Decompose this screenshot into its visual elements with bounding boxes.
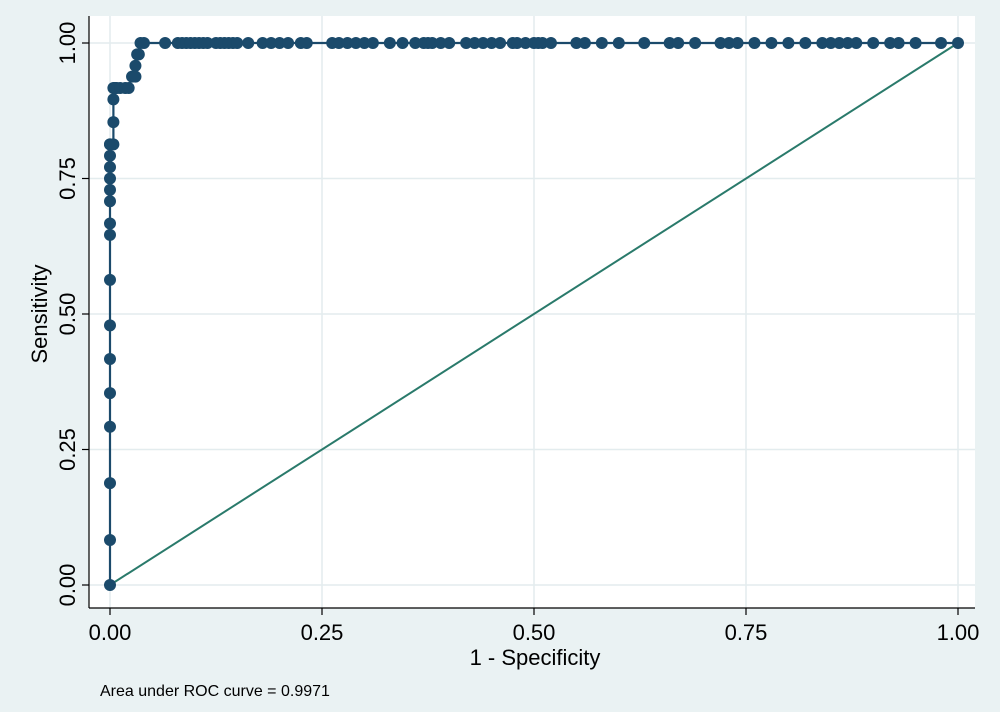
roc-point	[129, 59, 142, 72]
roc-point	[104, 172, 116, 185]
plot-area	[89, 16, 975, 608]
roc-point	[132, 48, 145, 61]
y-tick-label: 1.00	[55, 22, 80, 65]
roc-point	[107, 116, 120, 129]
roc-point	[396, 37, 409, 49]
roc-point	[242, 37, 255, 49]
roc-point	[714, 37, 727, 49]
roc-point	[300, 37, 313, 49]
x-axis-title: 1 - Specificity	[470, 645, 601, 670]
roc-point	[935, 37, 948, 49]
roc-point	[477, 37, 490, 49]
roc-point	[884, 37, 897, 49]
reference-line	[109, 42, 959, 586]
roc-point	[672, 37, 685, 49]
roc-point	[104, 228, 116, 241]
roc-point	[107, 138, 120, 151]
roc-point	[349, 37, 362, 49]
roc-point	[104, 534, 116, 547]
x-tick-label: 0.75	[725, 620, 768, 645]
roc-point	[952, 37, 964, 49]
roc-point	[231, 37, 244, 49]
roc-point	[536, 37, 549, 49]
auc-note: Area under ROC curve = 0.9971	[100, 683, 330, 700]
roc-point	[443, 37, 456, 49]
roc-point	[723, 37, 736, 49]
roc-point	[122, 81, 135, 94]
x-tick-label: 0.00	[89, 620, 132, 645]
roc-point	[850, 37, 863, 49]
roc-point	[494, 37, 507, 49]
roc-point	[366, 37, 379, 49]
roc-point	[892, 37, 905, 49]
roc-point	[332, 37, 345, 49]
roc-point	[816, 37, 829, 49]
roc-point	[748, 37, 761, 49]
roc-point	[511, 37, 524, 49]
roc-point	[256, 37, 269, 49]
roc-point	[265, 37, 278, 49]
y-axis-title: Sensitivity	[27, 264, 52, 363]
roc-point	[460, 37, 473, 49]
roc-point	[104, 273, 116, 286]
roc-point	[273, 37, 286, 49]
roc-point-layer	[104, 37, 964, 591]
roc-point	[570, 37, 583, 49]
roc-point	[833, 37, 846, 49]
x-tick-label: 1.00	[937, 620, 980, 645]
roc-point	[799, 37, 812, 49]
roc-point	[409, 37, 422, 49]
roc-point	[782, 37, 795, 49]
roc-point	[867, 37, 880, 49]
roc-point	[137, 37, 150, 49]
y-tick-label: 0.00	[55, 564, 80, 607]
roc-point	[841, 37, 854, 49]
roc-point	[578, 37, 591, 49]
roc-point	[663, 37, 676, 49]
roc-point	[104, 161, 116, 174]
roc-point	[468, 37, 481, 49]
roc-point	[519, 37, 532, 49]
roc-point	[638, 37, 651, 49]
roc-point	[824, 37, 837, 49]
roc-point	[104, 579, 116, 591]
roc-point	[201, 37, 214, 49]
roc-point	[612, 37, 625, 49]
roc-point	[129, 70, 142, 83]
roc-point	[731, 37, 744, 49]
roc-point	[104, 387, 116, 400]
roc-point	[104, 420, 116, 433]
roc-point	[544, 37, 557, 49]
y-tick-label: 0.25	[55, 428, 80, 471]
roc-point	[426, 37, 439, 49]
roc-point	[909, 37, 922, 49]
roc-point	[383, 37, 396, 49]
roc-point	[104, 352, 116, 365]
roc-point	[104, 477, 116, 490]
roc-point	[765, 37, 778, 49]
roc-point	[104, 195, 116, 208]
roc-point	[104, 183, 116, 196]
roc-point	[282, 37, 295, 49]
roc-point	[104, 149, 116, 162]
x-tick-label: 0.25	[301, 620, 344, 645]
x-tick-label: 0.50	[513, 620, 556, 645]
roc-point	[107, 93, 120, 106]
roc-point	[104, 319, 116, 332]
roc-point	[689, 37, 702, 49]
roc-point	[341, 37, 354, 49]
roc-point	[434, 37, 447, 49]
roc-point	[595, 37, 608, 49]
axis-layer: 0.00 0.25 0.50 0.75 1.00 0.00 0.25 0.50 0.75 1.00	[55, 16, 979, 645]
reference-layer	[109, 42, 959, 586]
y-tick-label: 0.50	[55, 293, 80, 336]
roc-point	[104, 217, 116, 230]
roc-point	[485, 37, 498, 49]
roc-point	[159, 37, 172, 49]
y-tick-label: 0.75	[55, 157, 80, 200]
roc-point	[358, 37, 371, 49]
